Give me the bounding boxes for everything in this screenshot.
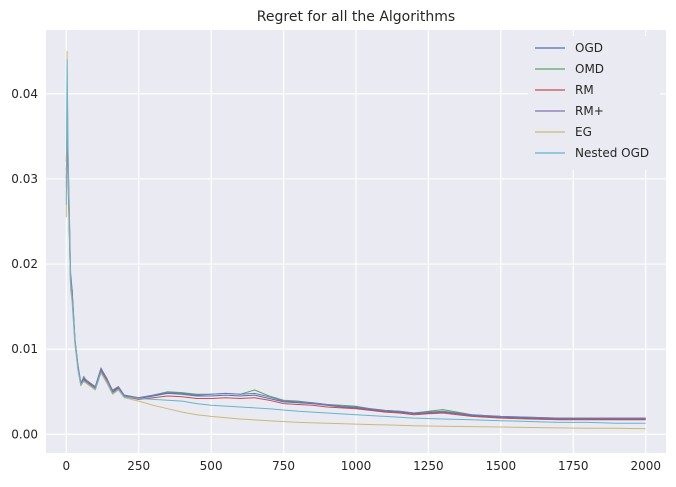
y-tick-label: 0.04 bbox=[11, 87, 38, 101]
series-lines bbox=[65, 50, 646, 430]
legend-label: OMD bbox=[575, 62, 604, 76]
x-tick-label: 750 bbox=[272, 459, 295, 473]
legend-label: OGD bbox=[575, 41, 603, 55]
y-tick-label: 0.02 bbox=[11, 257, 38, 271]
x-tick-label: 2000 bbox=[630, 459, 661, 473]
legend-label: RM bbox=[575, 83, 594, 97]
x-tick-label: 1250 bbox=[413, 459, 444, 473]
chart-title: Regret for all the Algorithms bbox=[257, 9, 455, 25]
tick-labels: 0 250 500 750 1000 1250 1500 1750 2000 0.00 0.01 0.… bbox=[11, 87, 661, 473]
legend-label: EG bbox=[575, 125, 592, 139]
legend-box bbox=[528, 36, 660, 170]
y-tick-label: 0.00 bbox=[11, 427, 38, 441]
x-tick-label: 500 bbox=[200, 459, 223, 473]
x-tick-label: 1750 bbox=[558, 459, 589, 473]
x-tick-label: 250 bbox=[127, 459, 150, 473]
y-tick-label: 0.01 bbox=[11, 342, 38, 356]
series-line bbox=[65, 59, 646, 424]
legend-label: RM+ bbox=[575, 104, 604, 118]
y-tick-label: 0.03 bbox=[11, 172, 38, 186]
x-tick-label: 1500 bbox=[486, 459, 517, 473]
x-tick-label: 1000 bbox=[341, 459, 372, 473]
legend-label: Nested OGD bbox=[575, 146, 649, 160]
legend: OGD OMD RM RM+ EG Nested OGD bbox=[528, 36, 660, 170]
x-tick-label: 0 bbox=[62, 459, 70, 473]
